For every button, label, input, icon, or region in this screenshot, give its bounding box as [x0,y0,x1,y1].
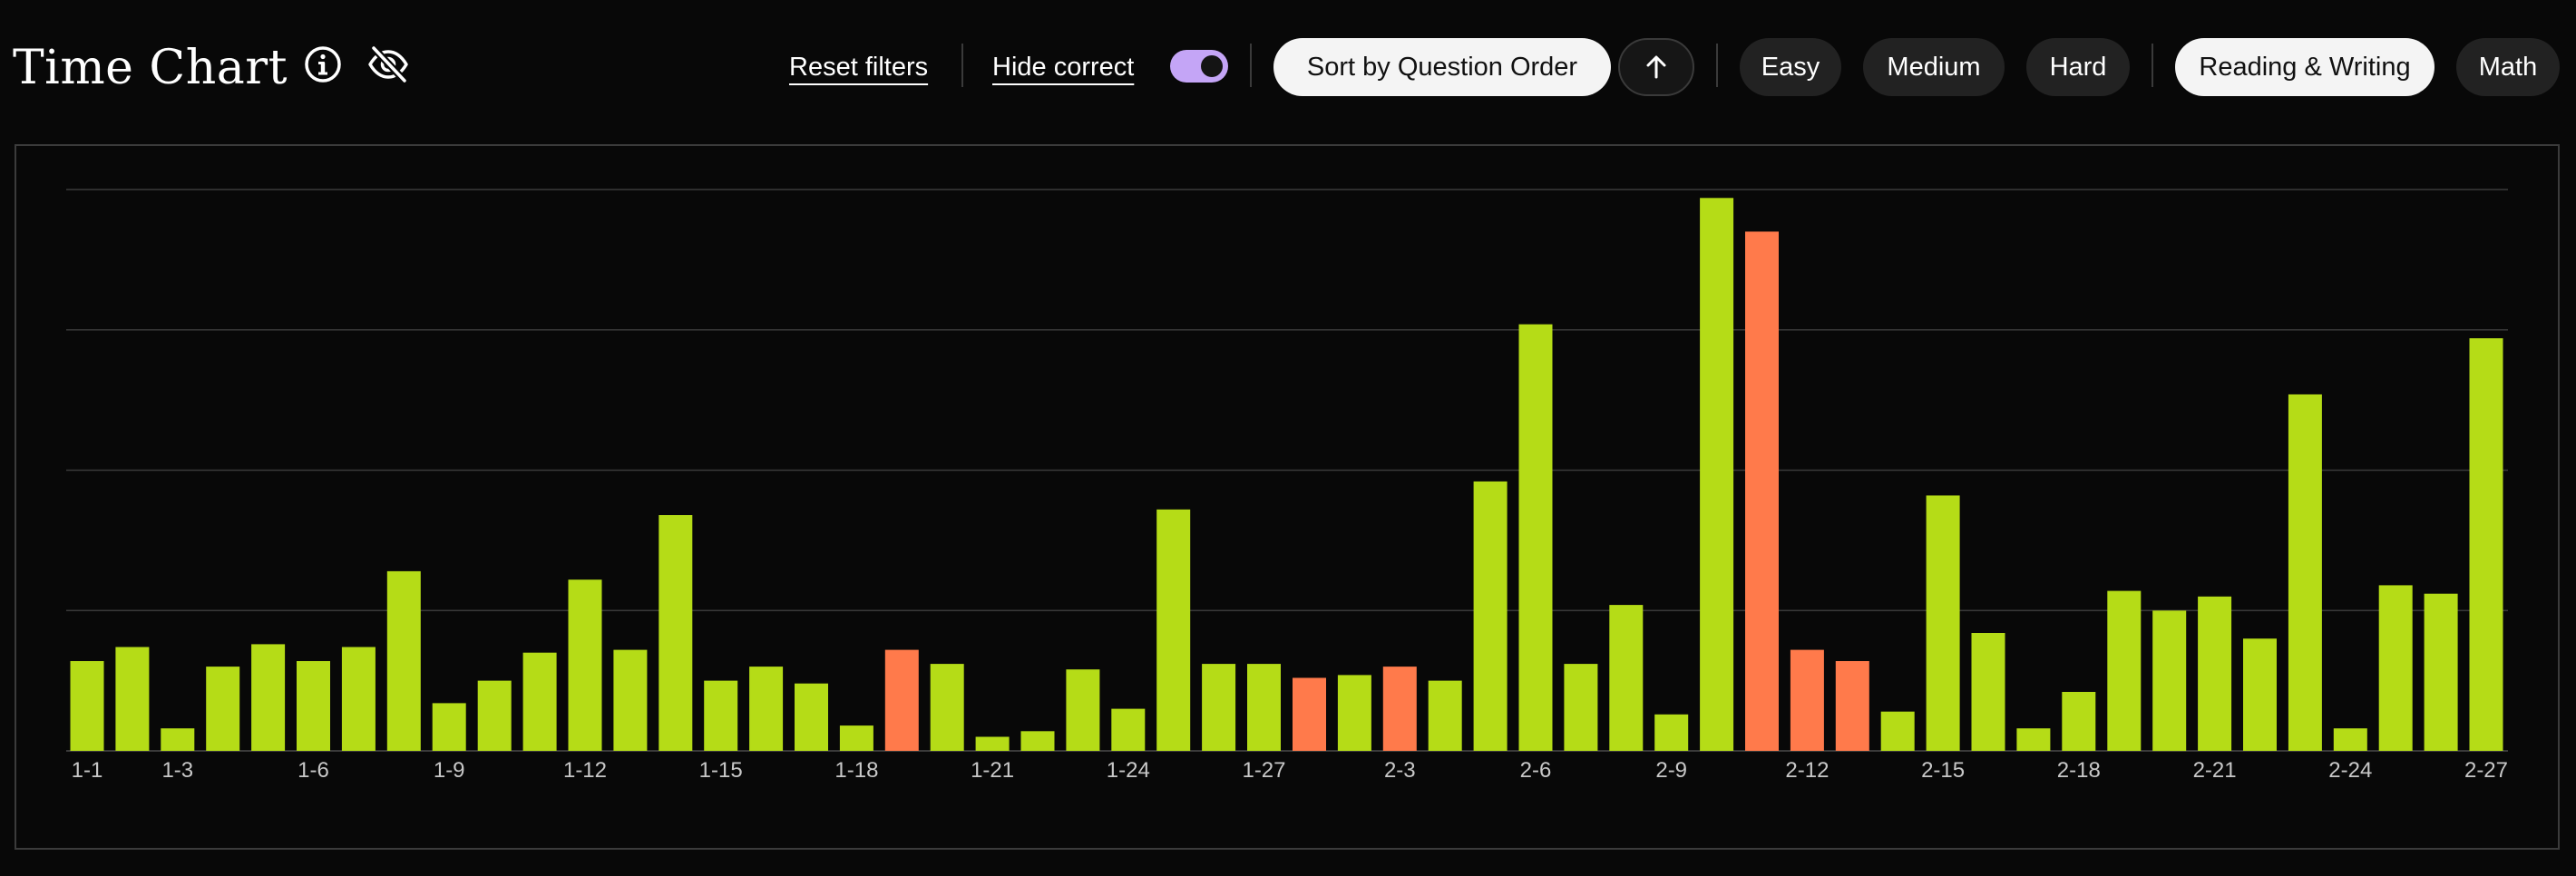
bar-1-14[interactable] [659,515,693,751]
bar-1-12[interactable] [568,579,602,751]
bar-1-20[interactable] [930,664,964,751]
bar-1-7[interactable] [341,647,376,752]
divider [1716,44,1718,87]
x-tick-label: 2-15 [1921,758,1965,783]
bar-2-10[interactable] [1700,198,1734,752]
divider [1250,44,1252,87]
bar-2-8[interactable] [1609,605,1644,751]
x-tick-label: 1-27 [1242,758,1285,783]
x-tick-label: 1-15 [699,758,743,783]
bar-1-1[interactable] [70,661,104,751]
bar-2-11[interactable] [1745,231,1779,751]
bar-1-22[interactable] [1020,731,1055,751]
bar-1-19[interactable] [884,649,919,751]
x-tick-label: 2-6 [1520,758,1552,783]
bar-1-24[interactable] [1111,708,1146,751]
bar-1-2[interactable] [115,647,150,752]
filter-medium-button[interactable]: Medium [1863,38,2005,96]
x-tick-label: 1-24 [1107,758,1150,783]
bar-2-4[interactable] [1428,680,1462,751]
bar-2-19[interactable] [2107,590,2142,751]
x-tick-label: 2-24 [2328,758,2372,783]
x-tick-label: 1-9 [434,758,465,783]
bar-1-23[interactable] [1066,669,1100,751]
bar-1-13[interactable] [613,649,648,751]
filter-easy-button[interactable]: Easy [1740,38,1841,96]
bar-2-9[interactable] [1654,714,1689,751]
bar-1-6[interactable] [297,661,330,751]
bar-1-11[interactable] [522,652,557,751]
filter-hard-button[interactable]: Hard [2026,38,2130,96]
filter-math-button[interactable]: Math [2456,38,2560,96]
bar-1-25[interactable] [1156,509,1191,751]
info-icon[interactable] [299,41,346,88]
bar-2-21[interactable] [2198,596,2232,751]
x-tick-label: 2-18 [2057,758,2101,783]
hide-correct-toggle[interactable] [1170,50,1228,83]
bar-2-20[interactable] [2152,610,2187,752]
bar-2-25[interactable] [2378,585,2413,751]
bar-2-14[interactable] [1880,711,1915,751]
bar-2-17[interactable] [2016,728,2051,751]
bar-2-12[interactable] [1790,649,1824,751]
bar-2-6[interactable] [1518,324,1553,751]
sort-direction-button[interactable] [1618,38,1694,96]
toolbar: Time Chart Reset filters Hide correct So… [0,0,2576,136]
bar-1-9[interactable] [432,703,466,751]
bar-2-1[interactable] [1293,677,1326,752]
arrow-up-icon [1646,55,1666,79]
reset-filters-link[interactable]: Reset filters [789,53,929,82]
hide-correct-link[interactable]: Hide correct [992,53,1135,82]
x-tick-label: 2-12 [1785,758,1829,783]
bar-2-26[interactable] [2424,593,2458,751]
bar-2-22[interactable] [2243,638,2277,751]
page-title: Time Chart [13,41,288,95]
bar-1-16[interactable] [749,667,784,751]
x-tick-label: 1-12 [563,758,607,783]
bar-2-2[interactable] [1337,675,1371,751]
bar-1-8[interactable] [386,570,421,751]
x-tick-label: 1-18 [834,758,878,783]
sort-by-question-order-button[interactable]: Sort by Question Order [1273,38,1611,96]
divider [2152,44,2153,87]
x-tick-label: 1-3 [161,758,193,783]
filter-reading-writing-button[interactable]: Reading & Writing [2175,38,2435,96]
bar-1-10[interactable] [477,680,512,751]
bar-1-15[interactable] [704,680,738,751]
bar-2-24[interactable] [2333,728,2367,751]
x-tick-label: 2-21 [2193,758,2237,783]
bar-2-16[interactable] [1971,633,2005,751]
bar-2-3[interactable] [1382,667,1417,751]
bar-1-3[interactable] [161,728,195,751]
x-tick-label: 1-1 [72,758,103,783]
bar-2-13[interactable] [1835,661,1869,751]
bar-2-27[interactable] [2469,338,2503,751]
bar-2-7[interactable] [1564,664,1598,751]
x-tick-label: 2-3 [1384,758,1416,783]
bar-1-17[interactable] [795,683,828,751]
bar-2-5[interactable] [1473,481,1508,751]
bar-2-18[interactable] [2062,692,2096,751]
divider [961,44,963,87]
x-tick-label: 2-27 [2464,758,2508,783]
bar-1-27[interactable] [1247,664,1281,751]
eye-off-icon[interactable] [365,41,412,88]
bar-2-23[interactable] [2288,394,2322,751]
bar-1-26[interactable] [1202,664,1236,751]
x-tick-label: 1-6 [298,758,329,783]
bar-1-18[interactable] [839,725,873,751]
toggle-knob [1201,55,1223,77]
x-tick-label: 2-9 [1655,758,1687,783]
x-tick-label: 1-21 [971,758,1014,783]
bar-2-15[interactable] [1926,495,1960,751]
bar-1-4[interactable] [206,667,240,751]
time-chart-container [15,144,2560,850]
bar-1-21[interactable] [975,736,1010,752]
bar-1-5[interactable] [251,644,286,751]
